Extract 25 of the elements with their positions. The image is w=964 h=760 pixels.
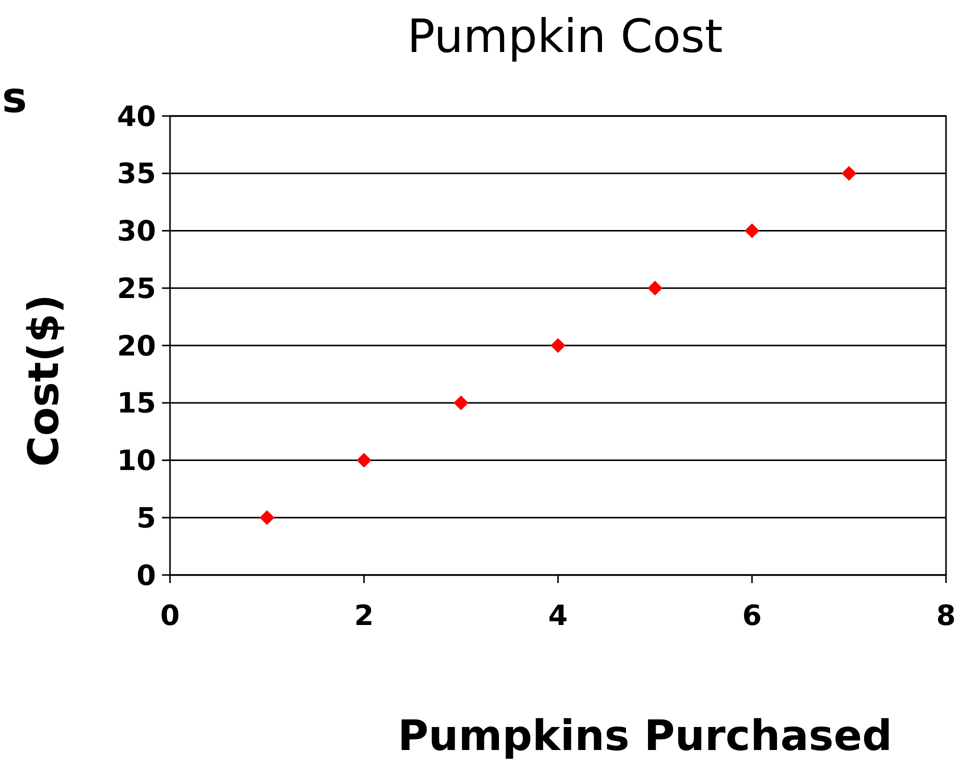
y-tick-label: 0 (136, 558, 156, 592)
point (842, 166, 856, 181)
y-axis-title: Cost($) (19, 294, 68, 467)
y-tick-label: 15 (117, 386, 156, 420)
chart-title: Pumpkin Cost (407, 9, 723, 63)
y-tick-label: 35 (117, 157, 156, 190)
point (648, 280, 662, 296)
x-axis-title: Pumpkins Purchased (398, 711, 892, 760)
x-tick-label: 8 (936, 599, 956, 632)
point (356, 452, 372, 468)
text: s (2, 73, 27, 122)
y-tick-label: 20 (117, 329, 156, 362)
y-tick-label: 10 (117, 444, 156, 478)
x-tick-label: 4 (548, 599, 568, 632)
y-tick-label: 25 (117, 272, 156, 305)
x-tick-label: 6 (742, 599, 762, 632)
y-tick-label: 5 (136, 501, 156, 534)
point (550, 338, 566, 353)
x-tick-label: 0 (160, 599, 180, 632)
y-tick-label: 40 (117, 100, 156, 133)
point (454, 395, 468, 410)
point (260, 510, 274, 526)
y-tick-label: 30 (117, 214, 156, 248)
x-tick-label: 2 (354, 599, 374, 632)
point (744, 223, 760, 238)
